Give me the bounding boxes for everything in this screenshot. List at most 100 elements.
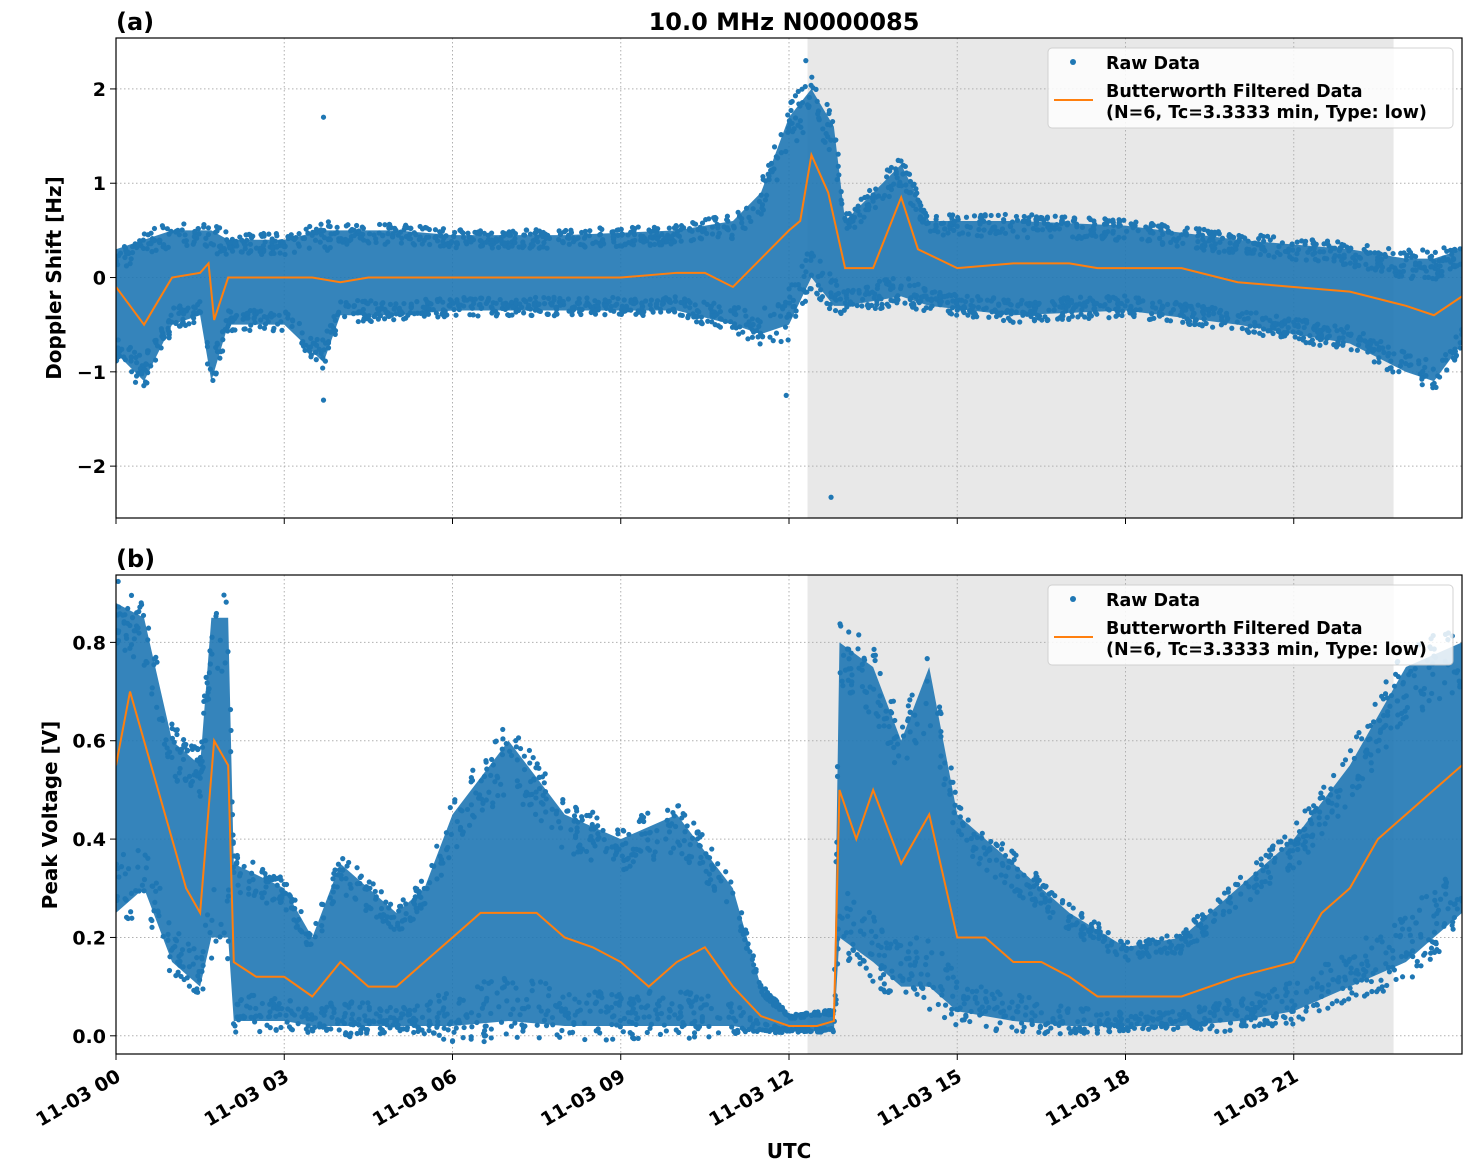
raw-data-point — [1252, 319, 1258, 325]
raw-data-point — [556, 819, 562, 825]
raw-data-point — [366, 1004, 372, 1010]
raw-data-point — [1268, 852, 1274, 858]
raw-data-point — [775, 302, 781, 308]
raw-data-point — [654, 828, 660, 834]
raw-data-point — [556, 1000, 563, 1007]
raw-data-point — [486, 789, 492, 795]
raw-data-point — [562, 1012, 568, 1018]
raw-data-point — [1107, 295, 1113, 301]
raw-data-point — [905, 949, 911, 955]
raw-data-point — [1029, 301, 1035, 307]
raw-data-point — [537, 979, 544, 985]
raw-data-point — [592, 989, 598, 995]
raw-data-point — [226, 308, 232, 314]
raw-data-point — [942, 226, 948, 232]
raw-data-point — [1183, 232, 1190, 238]
raw-data-point — [406, 235, 412, 242]
raw-data-point — [224, 237, 230, 243]
raw-data-point — [734, 1027, 741, 1033]
raw-data-point — [886, 723, 892, 730]
raw-data-point — [1287, 980, 1293, 986]
raw-data-point — [699, 220, 706, 226]
raw-data-point — [572, 834, 579, 841]
raw-data-point — [230, 832, 236, 838]
raw-data-point — [1049, 299, 1056, 305]
raw-data-point — [1217, 899, 1223, 905]
raw-data-point — [171, 305, 177, 311]
raw-data-point — [888, 297, 894, 303]
raw-data-point — [164, 751, 171, 757]
raw-data-point — [1290, 329, 1296, 335]
raw-data-point — [356, 1022, 362, 1028]
raw-data-point — [738, 910, 745, 916]
raw-data-point — [1087, 216, 1094, 223]
raw-data-point — [1354, 784, 1360, 791]
raw-data-point — [663, 836, 669, 842]
y-tick-label: 0.2 — [72, 927, 106, 949]
raw-data-point — [632, 225, 638, 232]
raw-data-point — [950, 212, 956, 218]
raw-data-point — [871, 914, 877, 920]
raw-data-point — [645, 1003, 651, 1009]
raw-data-point — [1413, 267, 1419, 273]
raw-data-point — [569, 312, 575, 318]
raw-data-point — [743, 313, 749, 319]
raw-data-point — [621, 1015, 628, 1022]
raw-data-point — [1345, 959, 1351, 965]
raw-data-point — [1310, 842, 1316, 848]
raw-data-point — [1159, 936, 1165, 942]
raw-data-point — [989, 227, 995, 233]
raw-data-point — [729, 1009, 735, 1015]
raw-data-point — [680, 1019, 686, 1026]
raw-data-point — [884, 167, 890, 173]
raw-data-point — [1430, 366, 1436, 372]
raw-data-point — [795, 88, 801, 95]
raw-data-point — [892, 717, 898, 724]
raw-data-point — [376, 230, 382, 236]
raw-data-point — [506, 312, 512, 319]
raw-data-point — [1416, 361, 1422, 367]
raw-data-point — [1118, 938, 1124, 944]
raw-data-point — [1055, 316, 1061, 322]
raw-data-point — [488, 1010, 494, 1017]
raw-data-point — [678, 1005, 684, 1011]
raw-data-point — [197, 793, 203, 799]
raw-data-point — [382, 241, 388, 247]
raw-data-point — [1145, 1014, 1151, 1020]
raw-data-point — [1024, 234, 1031, 241]
raw-data-point — [536, 228, 543, 234]
raw-data-point — [1253, 876, 1259, 882]
raw-data-point — [247, 241, 253, 247]
raw-data-point — [1168, 942, 1175, 948]
raw-data-point — [762, 305, 768, 311]
raw-data-point — [594, 815, 600, 821]
raw-data-point — [448, 831, 454, 838]
raw-data-point — [1459, 327, 1462, 333]
raw-data-point — [536, 1035, 542, 1041]
raw-data-point — [1059, 218, 1065, 224]
raw-data-point — [1439, 273, 1445, 279]
raw-data-point — [1002, 879, 1008, 886]
y-tick-label: 0.0 — [72, 1026, 106, 1048]
raw-data-point — [200, 764, 206, 770]
raw-data-point — [909, 692, 915, 698]
raw-data-point — [691, 1030, 698, 1036]
raw-data-point — [1252, 323, 1258, 329]
raw-data-point — [174, 731, 180, 738]
raw-data-point — [891, 744, 897, 751]
raw-data-point — [1181, 930, 1187, 936]
raw-data-point — [995, 229, 1001, 236]
raw-data-point — [456, 306, 462, 313]
raw-data-point — [847, 955, 853, 962]
raw-data-point — [808, 257, 814, 263]
raw-data-point — [373, 896, 379, 902]
raw-data-point — [308, 1012, 315, 1018]
raw-data-point — [1362, 953, 1369, 959]
raw-data-point — [343, 303, 349, 309]
raw-data-point — [955, 217, 961, 223]
raw-data-point — [715, 1030, 722, 1036]
raw-data-point — [886, 193, 892, 200]
raw-data-point — [1000, 1008, 1007, 1014]
raw-data-point — [914, 190, 920, 196]
raw-data-point — [328, 329, 334, 335]
